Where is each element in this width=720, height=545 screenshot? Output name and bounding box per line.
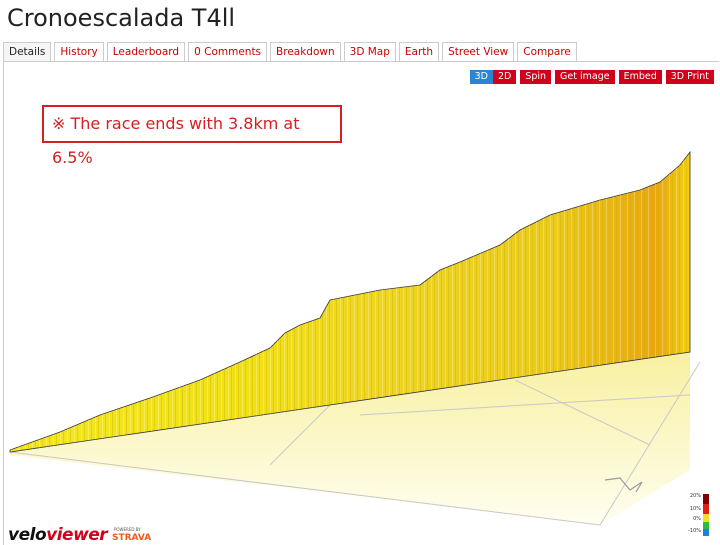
- tab[interactable]: Street View: [442, 42, 515, 61]
- tab[interactable]: Earth: [398, 42, 440, 61]
- legend-label: 0%: [693, 516, 701, 522]
- logo-part: velo: [8, 525, 47, 545]
- page-title: Cronoescalada T4ll: [7, 4, 236, 32]
- button[interactable]: Embed: [618, 70, 662, 84]
- tab[interactable]: 0 Comments: [188, 42, 268, 61]
- button[interactable]: Get image: [555, 70, 615, 84]
- arrow-icon: [604, 477, 643, 493]
- annotation: ※ The race ends with 3.8km at 6.5%: [42, 105, 342, 167]
- color-legend: [703, 494, 709, 536]
- tab[interactable]: Details: [3, 42, 52, 61]
- button[interactable]: 3D: [469, 70, 493, 84]
- legend-label: -10%: [688, 528, 701, 534]
- tab[interactable]: 3D Map: [343, 42, 396, 61]
- content-panel: [3, 61, 719, 545]
- tab[interactable]: Compare: [517, 42, 577, 61]
- strava-logo: STRAVA: [112, 533, 151, 543]
- button-bar: 3D 2D Spin Get image Embed 3D Print: [469, 70, 714, 84]
- button[interactable]: 3D Print: [665, 70, 714, 84]
- logo-part: viewer: [46, 525, 109, 545]
- button[interactable]: 2D: [492, 70, 517, 84]
- logo: veloviewer: [8, 525, 109, 545]
- button[interactable]: Spin: [520, 70, 552, 84]
- reflection: [10, 352, 690, 525]
- tab-bar: Details History Leaderboard 0 Comments Break…: [3, 42, 577, 61]
- legend-label: 20%: [690, 493, 701, 499]
- tab[interactable]: History: [54, 42, 104, 61]
- powered-by: POWERED BY: [114, 527, 141, 532]
- tab[interactable]: Leaderboard: [106, 42, 186, 61]
- wall-texture: [10, 152, 690, 452]
- legend-label: 10%: [690, 506, 701, 512]
- tab[interactable]: Breakdown: [270, 42, 341, 61]
